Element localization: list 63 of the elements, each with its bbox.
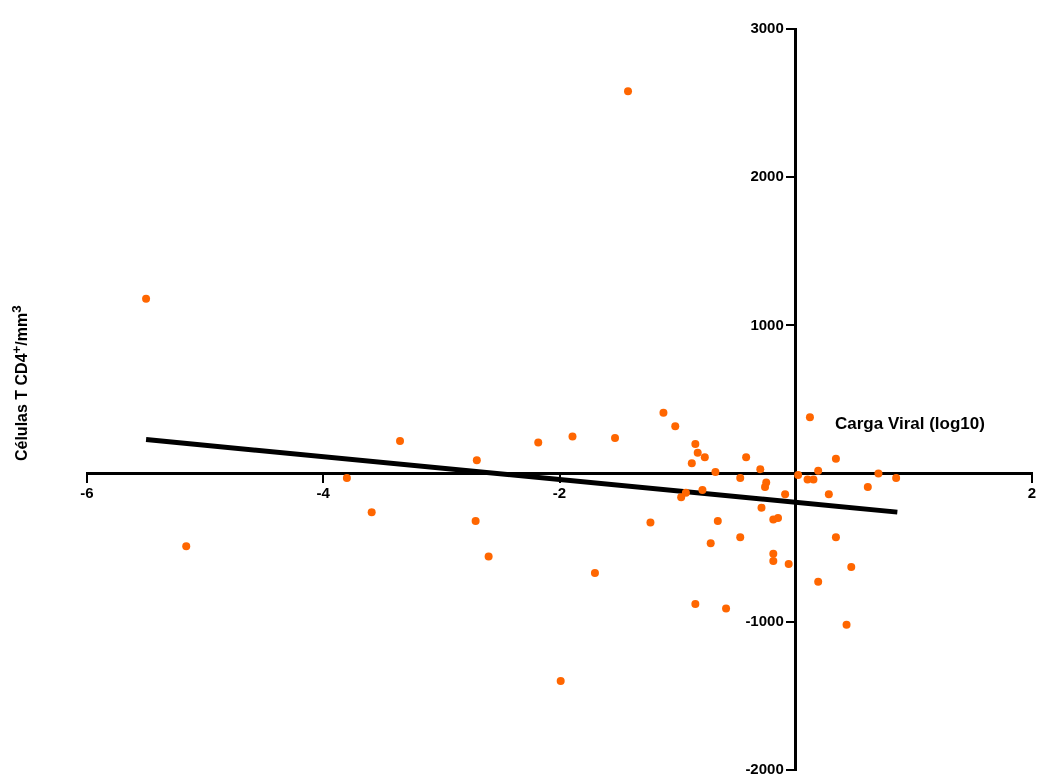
point — [646, 518, 655, 527]
y-tick-label: 3000 — [750, 19, 784, 37]
point — [687, 459, 696, 468]
point — [484, 552, 493, 561]
point — [534, 438, 543, 447]
point — [691, 439, 700, 448]
point — [769, 515, 778, 524]
point — [681, 488, 690, 497]
point — [142, 294, 151, 303]
point — [784, 560, 793, 568]
point — [824, 490, 833, 499]
point — [814, 466, 823, 475]
point — [677, 493, 686, 502]
point — [698, 485, 707, 494]
point — [556, 677, 565, 686]
point — [691, 600, 700, 609]
point — [805, 413, 814, 422]
point — [736, 533, 745, 542]
point — [706, 539, 715, 548]
point — [761, 482, 770, 491]
point — [396, 437, 405, 445]
point — [693, 448, 702, 457]
x-tick-label: -4 — [316, 483, 331, 501]
point — [863, 482, 872, 491]
point — [713, 517, 722, 526]
point — [472, 456, 481, 465]
point — [471, 517, 480, 526]
point — [892, 474, 901, 483]
x-tick-label: -6 — [80, 483, 94, 501]
y-tick-label: 1000 — [750, 315, 784, 333]
point — [769, 549, 778, 558]
y-tick-label: 2000 — [750, 167, 784, 185]
x-tick-label: -2 — [552, 483, 567, 501]
point — [700, 453, 709, 462]
point — [742, 453, 751, 462]
y-tick-label: -1000 — [745, 611, 784, 629]
point — [769, 557, 778, 566]
point — [342, 474, 351, 483]
point — [847, 562, 856, 571]
point — [711, 468, 720, 477]
point — [874, 469, 883, 478]
point — [671, 422, 680, 431]
point — [794, 471, 803, 480]
point — [611, 434, 620, 443]
y-tick-label: -2000 — [745, 760, 784, 778]
x-tick-label: 2 — [1027, 483, 1037, 501]
point — [757, 503, 766, 512]
point — [367, 508, 376, 517]
point — [722, 604, 731, 613]
point — [831, 533, 840, 542]
point — [182, 542, 191, 551]
point — [624, 87, 633, 96]
point — [842, 620, 851, 629]
point — [659, 408, 668, 417]
point — [568, 432, 577, 441]
x-axis-title: Carga Viral (log10) — [835, 414, 985, 434]
point — [590, 568, 599, 577]
point — [756, 465, 765, 474]
point — [809, 475, 818, 484]
point — [781, 490, 790, 499]
point — [814, 577, 823, 586]
point — [736, 474, 745, 483]
point — [831, 454, 840, 463]
